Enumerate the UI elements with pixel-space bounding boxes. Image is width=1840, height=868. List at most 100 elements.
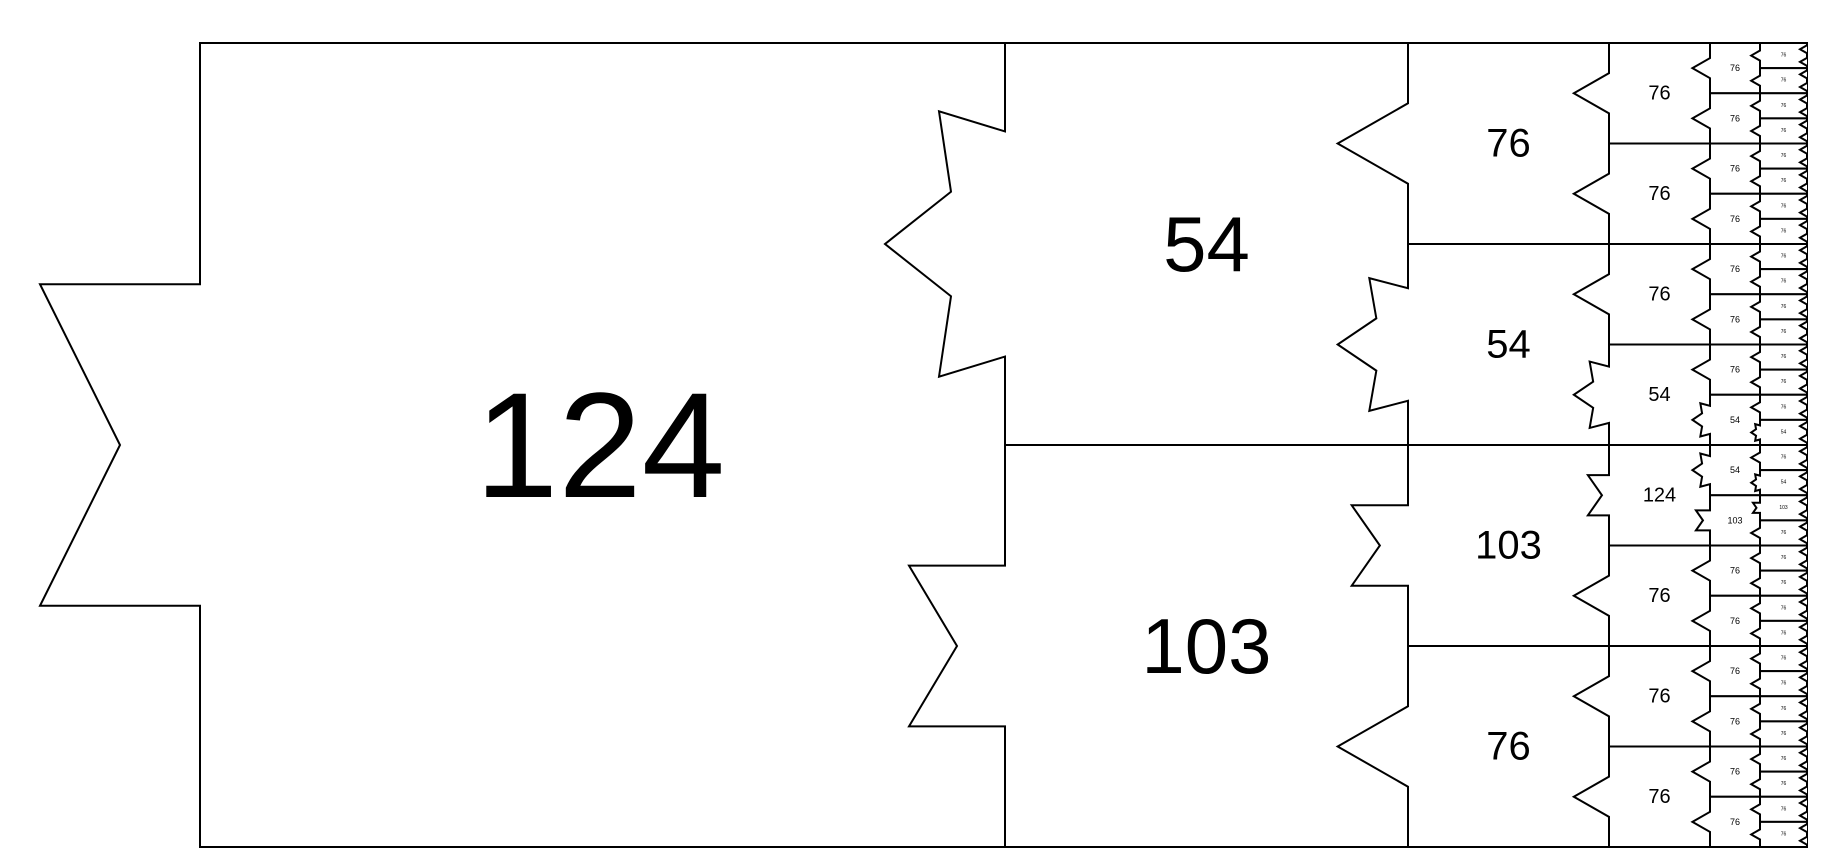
tile-label: 76	[1781, 831, 1787, 837]
tile-label: 76	[1730, 365, 1740, 375]
tile-label: 76	[1648, 283, 1670, 305]
tile-piece-fine	[1797, 421, 1808, 432]
tile-piece-fine	[1797, 546, 1808, 557]
tile-piece-fine	[1797, 697, 1808, 708]
tile-piece-fine	[1797, 722, 1808, 733]
tile-piece-fine	[1797, 496, 1808, 507]
tile-piece-fine	[1797, 56, 1808, 67]
tile-label: 76	[1730, 164, 1740, 174]
tile-piece-fine	[1797, 257, 1808, 268]
tile-label: 76	[1781, 354, 1787, 360]
tile-piece-fine	[1797, 408, 1808, 419]
tile-piece-fine	[1797, 44, 1808, 55]
tile-piece-fine	[1797, 446, 1808, 457]
tile-label: 76	[1486, 122, 1531, 166]
tile-piece-fine	[1797, 534, 1808, 545]
tile-piece	[1749, 368, 1808, 396]
tile-piece	[1749, 343, 1808, 371]
tile-label: 54	[1781, 480, 1787, 486]
tile-piece	[1749, 670, 1808, 698]
tile-label: 54	[1730, 465, 1740, 475]
tile-label: 76	[1730, 314, 1740, 324]
tile-piece-fine	[1797, 132, 1808, 143]
tile-label: 76	[1781, 404, 1787, 410]
tile-label: 103	[1779, 505, 1788, 511]
tile-piece-fine	[1797, 634, 1808, 645]
tile-piece	[1749, 243, 1808, 271]
tile-label: 103	[1141, 602, 1271, 690]
tile-label: 103	[1727, 515, 1742, 525]
tile-piece	[1751, 494, 1808, 522]
tile-label: 76	[1781, 153, 1787, 159]
tile-piece-fine	[1797, 647, 1808, 658]
tile-label: 76	[1730, 817, 1740, 827]
tile-piece	[1749, 795, 1808, 823]
tile-label: 76	[1781, 178, 1787, 184]
tile-piece-fine	[1797, 207, 1808, 218]
tile-label: 76	[1648, 82, 1670, 104]
tile-label: 76	[1730, 767, 1740, 777]
tile-piece-fine	[1797, 521, 1808, 532]
tile-piece-fine	[1797, 345, 1808, 356]
tile-label: 76	[1781, 103, 1787, 109]
tile-piece-fine	[1797, 584, 1808, 595]
tile-label: 76	[1648, 585, 1670, 607]
tile-piece-fine	[1797, 735, 1808, 746]
tile-piece-fine	[1797, 597, 1808, 607]
tile-label: 76	[1781, 806, 1787, 812]
tile-piece-fine	[1797, 358, 1808, 369]
tile-piece	[1749, 594, 1808, 622]
tile-piece-fine	[1797, 458, 1808, 469]
tile-label: 76	[1781, 203, 1787, 209]
tile-label: 76	[1486, 725, 1531, 769]
tile-piece	[1749, 42, 1808, 70]
tile-piece	[1749, 142, 1808, 170]
tile-piece-fine	[1797, 559, 1808, 570]
tile-label: 76	[1730, 113, 1740, 123]
tile-piece-fine	[1797, 119, 1808, 130]
tile-label: 76	[1730, 666, 1740, 676]
tile-piece-fine	[1797, 509, 1808, 519]
tile-piece-fine	[1797, 283, 1808, 293]
tile-piece-fine	[1797, 484, 1808, 494]
tile-label: 76	[1781, 128, 1787, 134]
tile-piece-fine	[1797, 659, 1808, 670]
tile-piece-fine	[1797, 371, 1808, 381]
tile-label: 76	[1781, 530, 1787, 536]
tile-piece-fine	[1797, 157, 1808, 168]
tile-label: 76	[1781, 78, 1787, 84]
tile-label: 76	[1648, 183, 1670, 205]
tile-piece-fine	[1797, 773, 1808, 783]
tile-piece-fine	[1797, 107, 1808, 117]
tile-piece	[1749, 444, 1808, 472]
tile-piece-fine	[1797, 396, 1808, 406]
tile-piece	[1749, 418, 1808, 446]
tile-piece-fine	[1797, 835, 1808, 846]
tile-piece-fine	[1797, 232, 1808, 243]
tile-piece-fine	[1797, 760, 1808, 771]
tile-piece	[1749, 117, 1808, 145]
tile-label: 76	[1781, 605, 1787, 611]
tile-piece	[1749, 92, 1808, 120]
tile-piece	[1749, 318, 1808, 346]
tile-label: 76	[1781, 555, 1787, 561]
tile-label: 76	[1781, 706, 1787, 712]
tile-piece-fine	[1797, 69, 1808, 80]
tile-piece	[1749, 192, 1808, 220]
tile-label: 124	[1643, 484, 1676, 506]
tile-label: 76	[1781, 304, 1787, 310]
tile-piece-fine	[1797, 798, 1808, 808]
tile-label: 76	[1781, 379, 1787, 385]
tile-piece	[1749, 720, 1808, 748]
tile-piece-fine	[1797, 810, 1808, 821]
tile-label: 76	[1781, 580, 1787, 586]
tile-piece-fine	[1797, 270, 1808, 281]
tile-label: 76	[1781, 279, 1787, 285]
tile-piece	[1749, 67, 1808, 95]
tile-piece-fine	[1797, 572, 1808, 582]
tile-piece-fine	[1797, 672, 1808, 683]
tile-piece	[1749, 217, 1808, 245]
tile-label: 76	[1781, 681, 1787, 687]
tile-piece-fine	[1797, 320, 1808, 331]
